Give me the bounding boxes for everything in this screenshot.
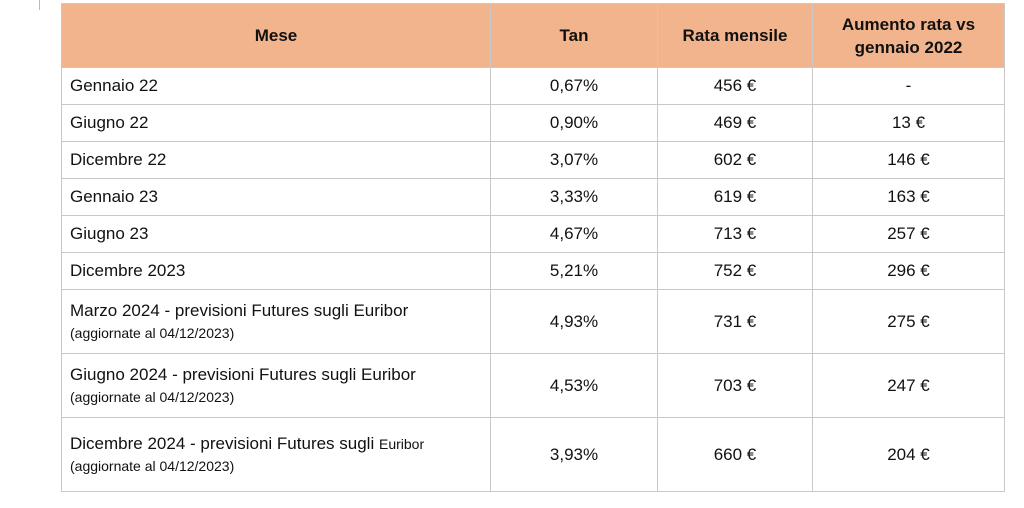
rata-cell: 469 €	[657, 104, 813, 142]
mese-text: Dicembre 22	[70, 150, 167, 169]
tan-cell: 0,67%	[490, 67, 658, 105]
aumento-cell: 13 €	[812, 104, 1005, 142]
tan-cell: 4,53%	[490, 353, 658, 418]
mese-note: (aggiornate al 04/12/2023)	[70, 388, 235, 405]
tan-cell: 4,67%	[490, 215, 658, 253]
rata-cell: 752 €	[657, 252, 813, 290]
table-row: Dicembre 2023 5,21% 752 €296 €	[61, 252, 1005, 290]
rata-cell: 456 €	[657, 67, 813, 105]
mese-text: Dicembre 2024 - previsioni Futures sugli	[70, 433, 375, 453]
column-header: Rata mensile	[657, 3, 813, 68]
aumento-cell: -	[812, 67, 1005, 105]
aumento-cell: 163 €	[812, 178, 1005, 216]
rata-cell: 660 €	[657, 417, 813, 492]
mese-text: Giugno 22	[70, 113, 149, 132]
rata-cell: 713 €	[657, 215, 813, 253]
tan-cell: 3,93%	[490, 417, 658, 492]
header-row: Mese Tan Rata mensile Aumento rata vs genna…	[61, 3, 1005, 68]
column-header: Tan	[490, 3, 658, 68]
mese-text: Giugno 23	[70, 224, 149, 243]
mese-cell: Dicembre 2024 - previsioni Futures sugli…	[61, 417, 491, 492]
table-row: Marzo 2024 - previsioni Futures sugli Eu…	[61, 289, 1005, 354]
table-body: Gennaio 22 0,67% 456 € - Giugno 22 0,90% 469 €…	[61, 67, 1005, 492]
mese-text: Marzo 2024 - previsioni Futures sugli Eu…	[70, 300, 409, 320]
table-row: Dicembre 2024 - previsioni Futures sugli…	[61, 417, 1005, 492]
rata-cell: 703 €	[657, 353, 813, 418]
aumento-cell: 296 €	[812, 252, 1005, 290]
edge-line	[39, 0, 40, 10]
tan-cell: 4,93%	[490, 289, 658, 354]
table-row: Dicembre 22 3,07% 602 €146 €	[61, 141, 1005, 179]
aumento-cell: 146 €	[812, 141, 1005, 179]
rate-table: Mese Tan Rata mensile Aumento rata vs genna…	[61, 3, 1005, 492]
mese-cell: Marzo 2024 - previsioni Futures sugli Eu…	[61, 289, 491, 354]
aumento-cell: 204 €	[812, 417, 1005, 492]
mese-cell: Gennaio 23	[61, 178, 491, 216]
mese-text: Giugno 2024 - previsioni Futures sugli E…	[70, 364, 416, 384]
table-row: Gennaio 22 0,67% 456 € -	[61, 67, 1005, 105]
rata-cell: 602 €	[657, 141, 813, 179]
mese-cell: Dicembre 2023	[61, 252, 491, 290]
tan-cell: 0,90%	[490, 104, 658, 142]
aumento-cell: 257 €	[812, 215, 1005, 253]
tan-cell: 5,21%	[490, 252, 658, 290]
rata-cell: 731 €	[657, 289, 813, 354]
mese-note: (aggiornate al 04/12/2023)	[70, 324, 235, 341]
mese-cell: Giugno 2024 - previsioni Futures sugli E…	[61, 353, 491, 418]
mese-small-text: Euribor	[378, 435, 425, 452]
aumento-cell: 275 €	[812, 289, 1005, 354]
mese-text: Gennaio 22	[70, 76, 158, 95]
tan-cell: 3,33%	[490, 178, 658, 216]
mese-cell: Giugno 23	[61, 215, 491, 253]
mese-cell: Dicembre 22	[61, 141, 491, 179]
tan-cell: 3,07%	[490, 141, 658, 179]
aumento-cell: 247 €	[812, 353, 1005, 418]
table-row: Giugno 22 0,90% 469 €13 €	[61, 104, 1005, 142]
mese-text: Gennaio 23	[70, 187, 158, 206]
mese-text: Dicembre 2023	[70, 261, 186, 280]
mese-note: (aggiornate al 04/12/2023)	[70, 457, 235, 474]
column-header: Mese	[61, 3, 491, 68]
column-header: Aumento rata vs gennaio 2022	[812, 3, 1005, 68]
mese-cell: Giugno 22	[61, 104, 491, 142]
table-row: Giugno 2024 - previsioni Futures sugli E…	[61, 353, 1005, 418]
rata-cell: 619 €	[657, 178, 813, 216]
table-row: Gennaio 23 3,33% 619 €163 €	[61, 178, 1005, 216]
table-row: Giugno 23 4,67% 713 €257 €	[61, 215, 1005, 253]
mese-cell: Gennaio 22	[61, 67, 491, 105]
